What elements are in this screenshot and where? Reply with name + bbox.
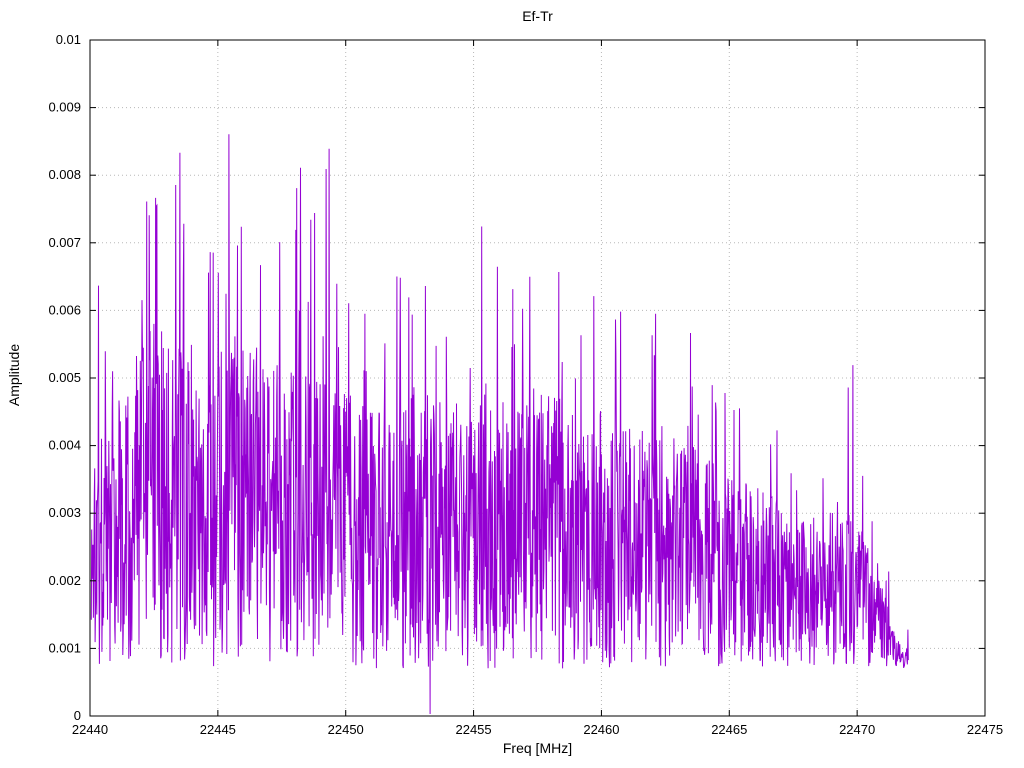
tick-label: 22470 xyxy=(839,722,875,737)
chart-title: Ef-Tr xyxy=(522,8,553,24)
tick-label: 22465 xyxy=(711,722,747,737)
tick-label: 0.01 xyxy=(56,32,81,47)
tick-label: 0.008 xyxy=(48,167,81,182)
tick-label: 22460 xyxy=(583,722,619,737)
x-axis-label: Freq [MHz] xyxy=(502,740,573,756)
tick-label: 0.003 xyxy=(48,505,81,520)
tick-label: 0.001 xyxy=(48,640,81,655)
y-axis-label: Amplitude xyxy=(6,343,22,407)
tick-label: 0.009 xyxy=(48,100,81,115)
series-Ef-Tr xyxy=(90,134,909,715)
tick-label: 22440 xyxy=(72,722,108,737)
tick-label: 0.006 xyxy=(48,302,81,317)
tick-label: 0.005 xyxy=(48,370,81,385)
tick-label: 22450 xyxy=(328,722,364,737)
tick-label: 0.004 xyxy=(48,438,81,453)
tick-label: 22475 xyxy=(967,722,1003,737)
tick-label: 22445 xyxy=(200,722,236,737)
tick-label: 0.002 xyxy=(48,573,81,588)
tick-label: 0.007 xyxy=(48,235,81,250)
tick-label: 22455 xyxy=(455,722,491,737)
tick-label: 0 xyxy=(74,708,81,723)
